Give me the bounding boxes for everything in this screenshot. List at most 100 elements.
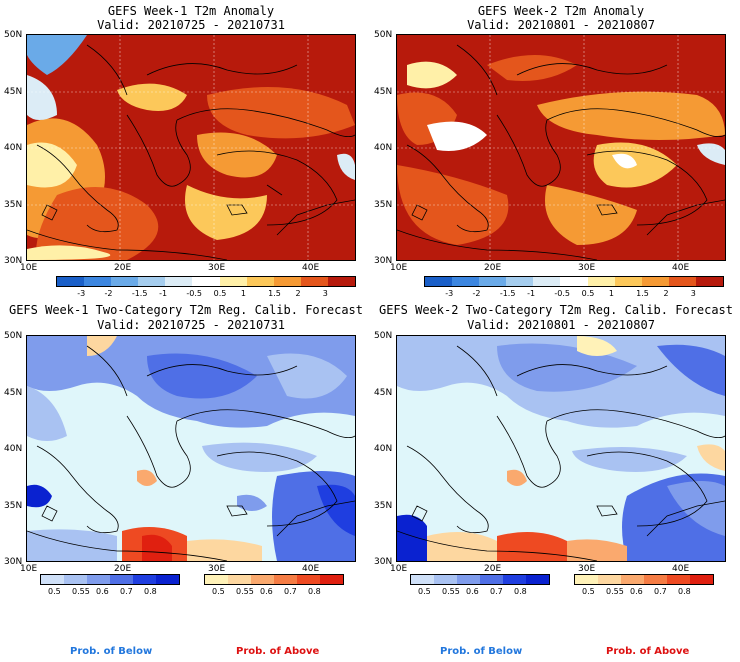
colorbar-label: 1 (240, 289, 246, 298)
colorbar-label: 0.55 (442, 587, 460, 596)
colorbar-swatch (479, 277, 507, 286)
colorbar-swatch (228, 575, 251, 584)
colorbar-swatch (64, 575, 87, 584)
lat-label: 30N (374, 256, 393, 266)
colorbar-label: 0.55 (236, 587, 254, 596)
lon-label: 40E (672, 263, 690, 273)
colorbar-label: 0.6 (96, 587, 109, 596)
lon-label: 20E (114, 564, 132, 574)
colorbar-label: -1.5 (131, 289, 148, 298)
colorbar-label: -1 (159, 289, 168, 298)
colorbar-swatch (205, 575, 228, 584)
colorbar-label: 0.8 (678, 587, 691, 596)
lat-label: 35N (374, 200, 393, 210)
colorbar-label: 3 (690, 289, 696, 298)
lat-label: 35N (374, 501, 393, 511)
lon-label: 30E (208, 564, 226, 574)
panel-title-week1-prob: GEFS Week-1 Two-Category T2m Reg. Calib.… (8, 303, 363, 317)
lat-label: 50N (374, 331, 393, 341)
colorbar-label: 1.5 (268, 289, 281, 298)
colorbar-label: 0.6 (630, 587, 643, 596)
colorbar-label: 0.6 (260, 587, 273, 596)
colorbar-label: 3 (322, 289, 328, 298)
colorbar-swatch (273, 277, 301, 286)
prob-above-colorbar (204, 574, 344, 585)
colorbar-label: 0.55 (606, 587, 624, 596)
panel-title-week2-anomaly: GEFS Week-2 T2m Anomaly (477, 4, 645, 18)
colorbar-swatch (165, 277, 193, 286)
lon-label: 10E (390, 263, 408, 273)
colorbar-label: 0.7 (284, 587, 297, 596)
colorbar-swatch (156, 575, 179, 584)
prob-above-note: Prob. of Above (236, 646, 320, 657)
colorbar-label: -0.5 (186, 289, 202, 298)
prob-below-colorbar (410, 574, 550, 585)
colorbar-label: 0.5 (48, 587, 61, 596)
lat-label: 50N (4, 30, 23, 40)
lat-label: 45N (4, 388, 23, 398)
lat-label: 50N (4, 331, 23, 341)
colorbar-swatch (110, 575, 133, 584)
colorbar-label: -0.5 (554, 289, 570, 298)
colorbar-swatch (411, 575, 434, 584)
colorbar-label: 0.55 (72, 587, 90, 596)
colorbar-label: 0.8 (144, 587, 157, 596)
prob-above-colorbar (574, 574, 714, 585)
colorbar-swatch (111, 277, 139, 286)
colorbar-swatch (219, 277, 247, 286)
colorbar-swatch (452, 277, 480, 286)
colorbar-label: 0.7 (120, 587, 133, 596)
colorbar-label: 0.7 (654, 587, 667, 596)
lat-label: 40N (374, 143, 393, 153)
colorbar-swatch (434, 575, 457, 584)
lon-label: 30E (578, 564, 596, 574)
lon-label: 10E (390, 564, 408, 574)
colorbar-swatch (503, 575, 526, 584)
lat-label: 45N (374, 87, 393, 97)
colorbar-swatch (41, 575, 64, 584)
colorbar-swatch (621, 575, 644, 584)
anomaly-colorbar (424, 276, 724, 287)
colorbar-swatch (668, 277, 696, 286)
prob-below-colorbar (40, 574, 180, 585)
colorbar-swatch (480, 575, 503, 584)
colorbar-label: 0.7 (490, 587, 503, 596)
panel-valid-week2-anomaly: Valid: 20210801 - 20210807 (467, 18, 655, 32)
colorbar-label: 0.5 (581, 289, 595, 298)
colorbar-label: -1.5 (499, 289, 516, 298)
panel-valid-week1-anomaly: Valid: 20210725 - 20210731 (97, 18, 285, 32)
colorbar-swatch (57, 277, 85, 286)
colorbar-label: -1 (527, 289, 536, 298)
colorbar-label: -3 (77, 289, 86, 298)
colorbar-swatch (192, 277, 220, 286)
colorbar-swatch (251, 575, 274, 584)
colorbar-label: 2 (663, 289, 669, 298)
lat-label: 40N (4, 444, 23, 454)
lat-label: 40N (4, 143, 23, 153)
prob-below-note: Prob. of Below (440, 646, 523, 657)
colorbar-swatch (614, 277, 642, 286)
lat-label: 40N (374, 444, 393, 454)
colorbar-label: 1.5 (636, 289, 649, 298)
lon-label: 20E (484, 263, 502, 273)
lat-label: 35N (4, 501, 23, 511)
colorbar-label: 0.5 (213, 289, 227, 298)
colorbar-swatch (300, 277, 328, 286)
colorbar-swatch (598, 575, 621, 584)
lon-label: 20E (114, 263, 132, 273)
prob-below-note: Prob. of Below (70, 646, 153, 657)
colorbar-swatch (425, 277, 453, 286)
lon-label: 30E (578, 263, 596, 273)
map-week1-anomaly (26, 34, 356, 261)
colorbar-swatch (274, 575, 297, 584)
colorbar-label: 0.8 (308, 587, 321, 596)
colorbar-label: 1 (608, 289, 614, 298)
colorbar-swatch (457, 575, 480, 584)
panel-valid-week1-prob: Valid: 20210725 - 20210731 (97, 318, 285, 332)
map-week1-prob (26, 335, 356, 562)
colorbar-label: -2 (472, 289, 481, 298)
colorbar-swatch (690, 575, 713, 584)
lon-label: 40E (672, 564, 690, 574)
lat-label: 30N (374, 557, 393, 567)
colorbar-swatch (587, 277, 615, 286)
